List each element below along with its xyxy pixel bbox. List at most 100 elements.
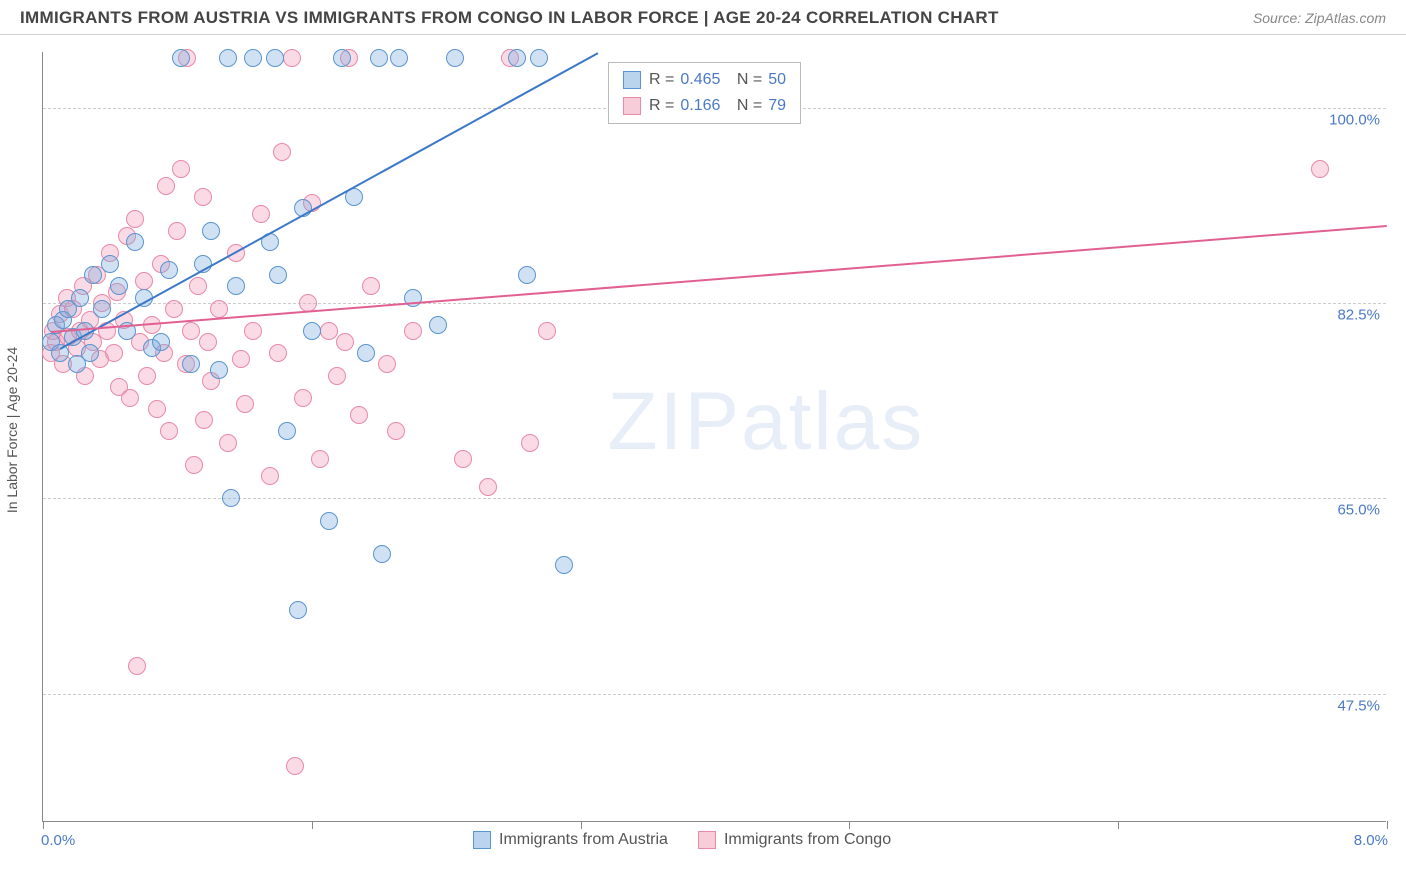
legend-swatch [623,97,641,115]
scatter-point [387,422,405,440]
scatter-point [199,333,217,351]
scatter-point [195,411,213,429]
legend-swatch [698,831,716,849]
scatter-point [446,49,464,67]
y-axis-label: In Labor Force | Age 20-24 [4,347,20,513]
scatter-point [194,188,212,206]
scatter-point [222,489,240,507]
scatter-point [160,261,178,279]
scatter-point [378,355,396,373]
scatter-point [357,344,375,362]
x-tick [1118,821,1119,829]
scatter-point [521,434,539,452]
watermark: ZIPatlas [607,375,924,469]
x-tick [312,821,313,829]
scatter-point [138,367,156,385]
bottom-legend: Immigrants from Austria Immigrants from C… [473,831,891,849]
scatter-point [110,277,128,295]
scatter-point [148,400,166,418]
scatter-point [202,222,220,240]
legend-label: Immigrants from Congo [724,831,891,849]
legend-label: Immigrants from Austria [499,831,668,849]
scatter-point [81,344,99,362]
x-tick-label-max: 8.0% [1354,832,1388,849]
scatter-point [121,389,139,407]
scatter-point [126,233,144,251]
scatter-point [283,49,301,67]
chart-header: IMMIGRANTS FROM AUSTRIA VS IMMIGRANTS FR… [0,0,1406,35]
correlation-box: R = 0.465 N = 50R = 0.166 N = 79 [608,62,801,124]
scatter-point [320,322,338,340]
scatter-point [518,266,536,284]
scatter-point [219,434,237,452]
scatter-point [333,49,351,67]
scatter-point [227,277,245,295]
y-tick-label: 65.0% [1337,502,1380,519]
chart-source: Source: ZipAtlas.com [1253,10,1386,26]
scatter-point [530,49,548,67]
scatter-point [404,322,422,340]
scatter-point [269,344,287,362]
scatter-point [350,406,368,424]
scatter-point [105,344,123,362]
scatter-point [454,450,472,468]
scatter-point [479,478,497,496]
scatter-point [373,545,391,563]
scatter-point [128,657,146,675]
legend-swatch [473,831,491,849]
scatter-point [157,177,175,195]
y-tick-label: 47.5% [1337,697,1380,714]
scatter-point [538,322,556,340]
scatter-point [101,255,119,273]
scatter-point [508,49,526,67]
y-tick-label: 100.0% [1329,111,1380,128]
scatter-point [286,757,304,775]
scatter-point [160,422,178,440]
scatter-point [1311,160,1329,178]
scatter-point [236,395,254,413]
scatter-point [273,143,291,161]
correlation-row: R = 0.465 N = 50 [623,67,786,93]
scatter-point [172,49,190,67]
scatter-point [269,266,287,284]
scatter-point [182,355,200,373]
scatter-point [135,272,153,290]
legend-item: Immigrants from Congo [698,831,891,849]
chart-area: 47.5%65.0%82.5%100.0%ZIPatlas0.0%8.0%R =… [42,52,1392,842]
y-tick-label: 82.5% [1337,307,1380,324]
scatter-point [261,467,279,485]
scatter-point [182,322,200,340]
scatter-point [328,367,346,385]
scatter-point [252,205,270,223]
scatter-point [71,289,89,307]
scatter-point [362,277,380,295]
legend-swatch [623,71,641,89]
scatter-point [244,49,262,67]
correlation-row: R = 0.166 N = 79 [623,93,786,119]
x-tick-label-min: 0.0% [41,832,75,849]
x-tick [849,821,850,829]
scatter-point [244,322,262,340]
scatter-point [152,333,170,351]
scatter-point [84,266,102,284]
chart-title: IMMIGRANTS FROM AUSTRIA VS IMMIGRANTS FR… [20,8,999,28]
correlation-text: R = 0.465 N = 50 [649,67,786,93]
grid-line [43,303,1386,304]
scatter-point [210,300,228,318]
scatter-point [336,333,354,351]
scatter-point [320,512,338,530]
scatter-point [303,322,321,340]
scatter-point [189,277,207,295]
scatter-point [555,556,573,574]
legend-item: Immigrants from Austria [473,831,668,849]
x-tick [581,821,582,829]
scatter-point [289,601,307,619]
scatter-point [168,222,186,240]
scatter-point [210,361,228,379]
grid-line [43,694,1386,695]
trend-line [59,52,598,349]
scatter-point [93,300,111,318]
scatter-point [232,350,250,368]
grid-line [43,498,1386,499]
scatter-point [185,456,203,474]
